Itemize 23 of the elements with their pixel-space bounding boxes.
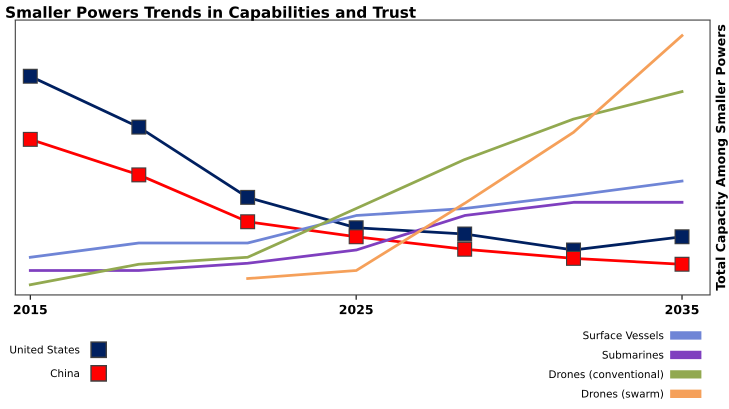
point — [22, 68, 38, 84]
y-axis-title: Total Capacity Among Smaller Powers — [716, 24, 728, 291]
point — [566, 250, 582, 266]
point — [131, 167, 146, 182]
point — [131, 120, 146, 135]
legend-label: Drones (swarm) — [582, 390, 664, 399]
x-tick-label: 2025 — [340, 304, 373, 314]
legend-label: Drones (conventional) — [549, 370, 664, 380]
chart-title: Smaller Powers Trends in Capabilities and Trust — [6, 6, 416, 21]
point — [674, 256, 690, 272]
point — [674, 229, 690, 244]
x-tick-label: 2035 — [666, 304, 699, 314]
point — [22, 132, 38, 147]
point — [457, 226, 472, 242]
x-tick-label: 2015 — [14, 304, 47, 314]
legend-label: Surface Vessels — [583, 331, 664, 340]
point — [240, 214, 256, 230]
legend-label: Submarines — [602, 350, 664, 359]
point — [348, 229, 364, 244]
point — [240, 190, 256, 205]
legend-label: United States — [10, 345, 80, 354]
point — [457, 242, 472, 257]
legend-label: China — [50, 369, 79, 378]
